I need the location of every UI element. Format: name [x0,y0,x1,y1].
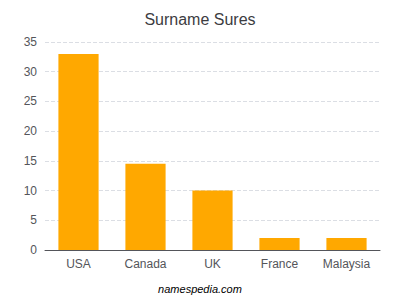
svg-text:25: 25 [24,94,38,108]
svg-text:10: 10 [24,184,38,198]
svg-text:Surname Sures: Surname Sures [144,11,255,28]
svg-text:USA: USA [66,257,91,271]
svg-text:namespedia.com: namespedia.com [158,283,242,295]
svg-text:15: 15 [24,154,38,168]
svg-text:0: 0 [30,243,37,257]
svg-text:20: 20 [24,124,38,138]
svg-text:30: 30 [24,65,38,79]
svg-text:UK: UK [204,257,221,271]
svg-text:France: France [261,257,299,271]
svg-text:Canada: Canada [124,257,166,271]
svg-text:35: 35 [24,35,38,49]
svg-text:Malaysia: Malaysia [323,257,371,271]
svg-text:5: 5 [30,213,37,227]
